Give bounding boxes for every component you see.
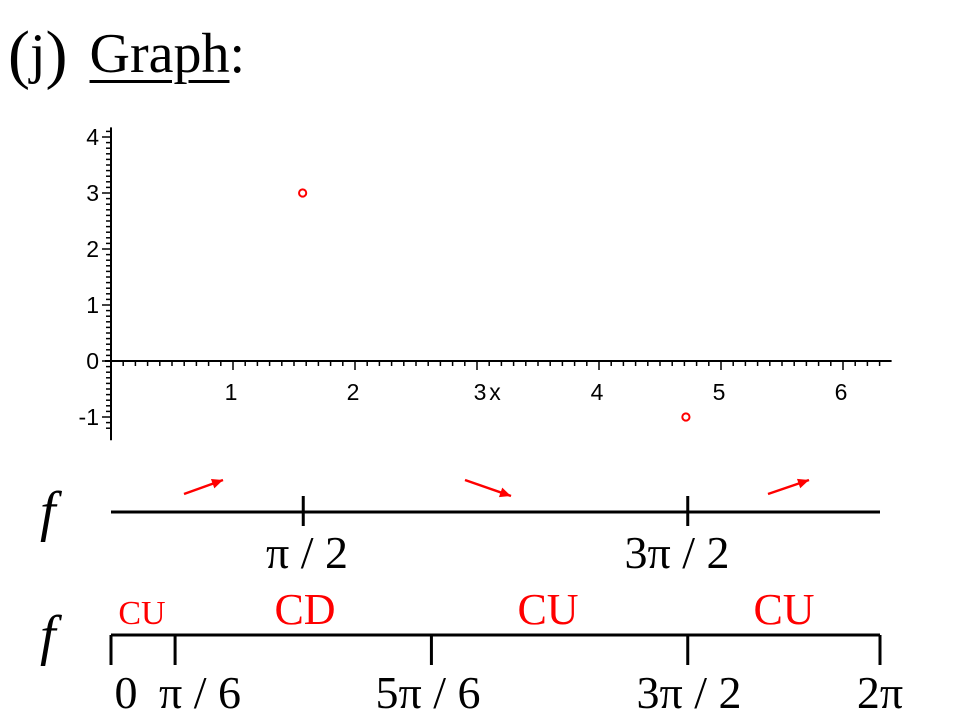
x-axis-letter: x <box>489 379 501 405</box>
concavity-line-tick-label: 2π <box>857 667 903 718</box>
heading-title: Graph <box>89 23 230 85</box>
x-tick-label: 1 <box>225 379 238 405</box>
heading-colon: : <box>229 23 246 85</box>
concavity-interval-label: CD <box>274 585 335 634</box>
arrow-head <box>796 478 809 489</box>
concavity-line-tick-label: 0 <box>115 667 138 718</box>
concavity-interval-label: CU <box>753 585 814 634</box>
x-tick-label: 4 <box>591 379 604 405</box>
y-tick-label: 1 <box>86 292 99 318</box>
concavity-line-tick-label: π / 6 <box>159 667 241 718</box>
x-tick-label: 3 <box>474 379 487 405</box>
x-tick-label: 6 <box>835 379 848 405</box>
heading-part-label: j <box>29 23 46 85</box>
increase-line-function-label: f <box>40 481 63 543</box>
y-tick-label: 0 <box>86 348 99 374</box>
concavity-line-function-label: f <box>40 605 63 667</box>
concavity-line-tick-label: 3π / 2 <box>636 667 741 718</box>
heading-close-paren: ) <box>45 18 68 91</box>
y-tick-label: 4 <box>86 124 99 150</box>
data-point <box>298 188 308 198</box>
y-tick-label: -1 <box>79 404 99 430</box>
heading-open-paren: ( <box>8 18 30 91</box>
x-tick-label: 2 <box>347 379 360 405</box>
data-point <box>681 412 691 422</box>
concavity-line-tick-label: 5π / 6 <box>375 667 480 718</box>
arrow-head <box>498 487 511 498</box>
arrow-head <box>210 479 223 489</box>
concavity-interval-label: CU <box>517 585 578 634</box>
y-tick-label: 3 <box>86 180 99 206</box>
increase-line-tick-label: 3π / 2 <box>624 527 729 578</box>
y-tick-label: 2 <box>86 236 99 262</box>
concavity-interval-label: CU <box>118 595 165 632</box>
increase-line-tick-label: π / 2 <box>266 527 348 578</box>
x-tick-label: 5 <box>713 379 726 405</box>
heading: (j) Graph: <box>8 22 245 88</box>
